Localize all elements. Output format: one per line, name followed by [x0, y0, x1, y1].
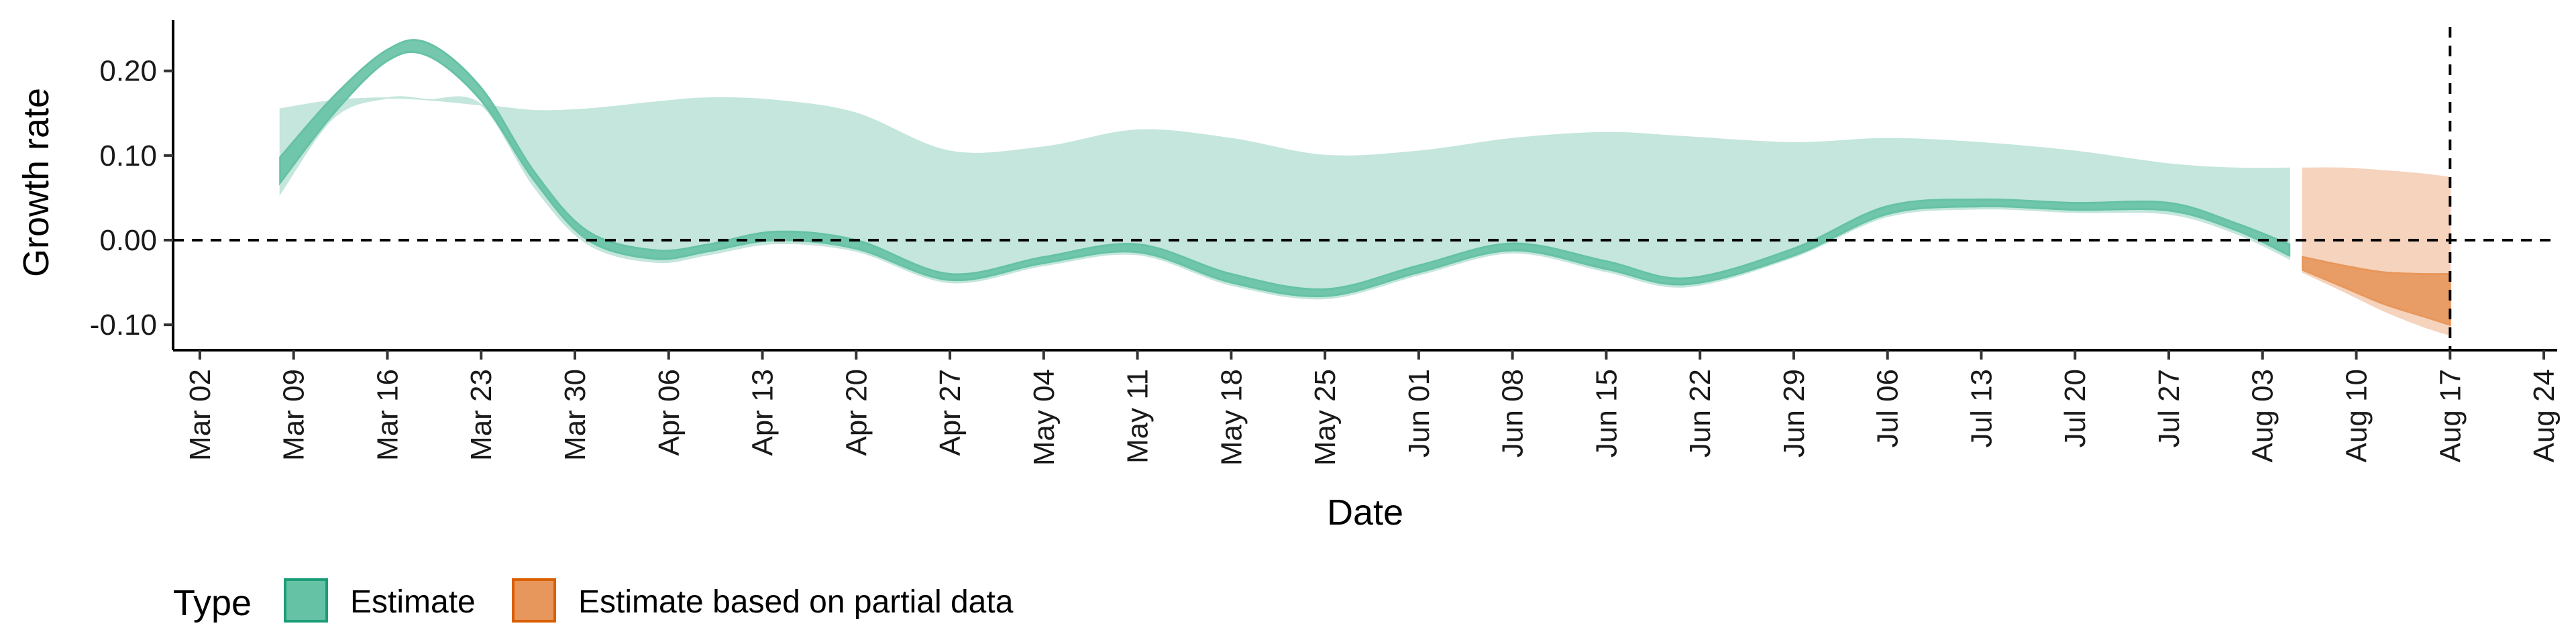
y-axis-ticks: -0.10 0.00 0.10 0.20	[90, 55, 173, 341]
x-tick-label: Aug 24	[2528, 369, 2561, 462]
x-tick-label: Mar 23	[465, 369, 498, 461]
reference-lines	[173, 27, 2557, 350]
x-tick-label: Jun 15	[1590, 369, 1623, 458]
plot-area	[279, 39, 2451, 336]
x-tick-label: Jun 29	[1778, 369, 1811, 458]
y-tick-label: -0.10	[90, 309, 157, 341]
y-tick-label: 0.20	[99, 55, 157, 88]
x-tick-label: Aug 17	[2434, 369, 2467, 462]
x-tick-label: Mar 16	[372, 369, 405, 461]
x-tick-label: Aug 03	[2247, 369, 2279, 462]
x-tick-label: May 04	[1028, 369, 1061, 466]
x-tick-label: Apr 13	[747, 369, 780, 456]
band-inner-partial	[2302, 256, 2451, 327]
x-tick-label: Mar 09	[278, 369, 311, 461]
x-tick-label: May 25	[1309, 369, 1342, 466]
x-tick-label: Apr 06	[653, 369, 686, 456]
x-tick-label: Jul 27	[2153, 369, 2186, 447]
x-tick-label: Aug 10	[2341, 369, 2373, 462]
legend-swatch-partial	[512, 578, 556, 623]
y-tick-label: 0.00	[99, 224, 157, 257]
x-tick-label: Jun 22	[1684, 369, 1717, 458]
legend-swatch-estimate	[284, 578, 328, 623]
x-tick-label: Jun 01	[1403, 369, 1436, 458]
x-tick-label: Jul 13	[1965, 369, 1998, 447]
x-tick-label: Apr 20	[840, 369, 873, 456]
legend-label-partial: Estimate based on partial data	[578, 584, 1014, 620]
x-tick-label: Jun 08	[1497, 369, 1529, 458]
band-outer-estimate	[279, 96, 2290, 300]
x-axis-ticks: Mar 02 Mar 09 Mar 16 Mar 23 Mar 30 Apr 06 Apr …	[184, 350, 2561, 466]
legend-title: Type	[173, 583, 252, 623]
x-tick-label: Apr 27	[934, 369, 967, 456]
x-tick-label: Jul 20	[2059, 369, 2092, 447]
y-axis-title: Growth rate	[16, 88, 56, 277]
x-tick-label: Mar 02	[184, 369, 217, 461]
x-axis-title: Date	[1327, 492, 1403, 533]
x-tick-label: Jul 06	[1872, 369, 1904, 447]
x-tick-label: May 11	[1122, 369, 1155, 464]
legend: Type Estimate Estimate based on partial …	[173, 578, 1014, 623]
y-tick-label: 0.10	[99, 140, 157, 172]
x-tick-label: May 18	[1215, 369, 1248, 466]
axes	[172, 20, 2557, 352]
x-tick-label: Mar 30	[559, 369, 592, 461]
legend-label-estimate: Estimate	[350, 584, 476, 620]
